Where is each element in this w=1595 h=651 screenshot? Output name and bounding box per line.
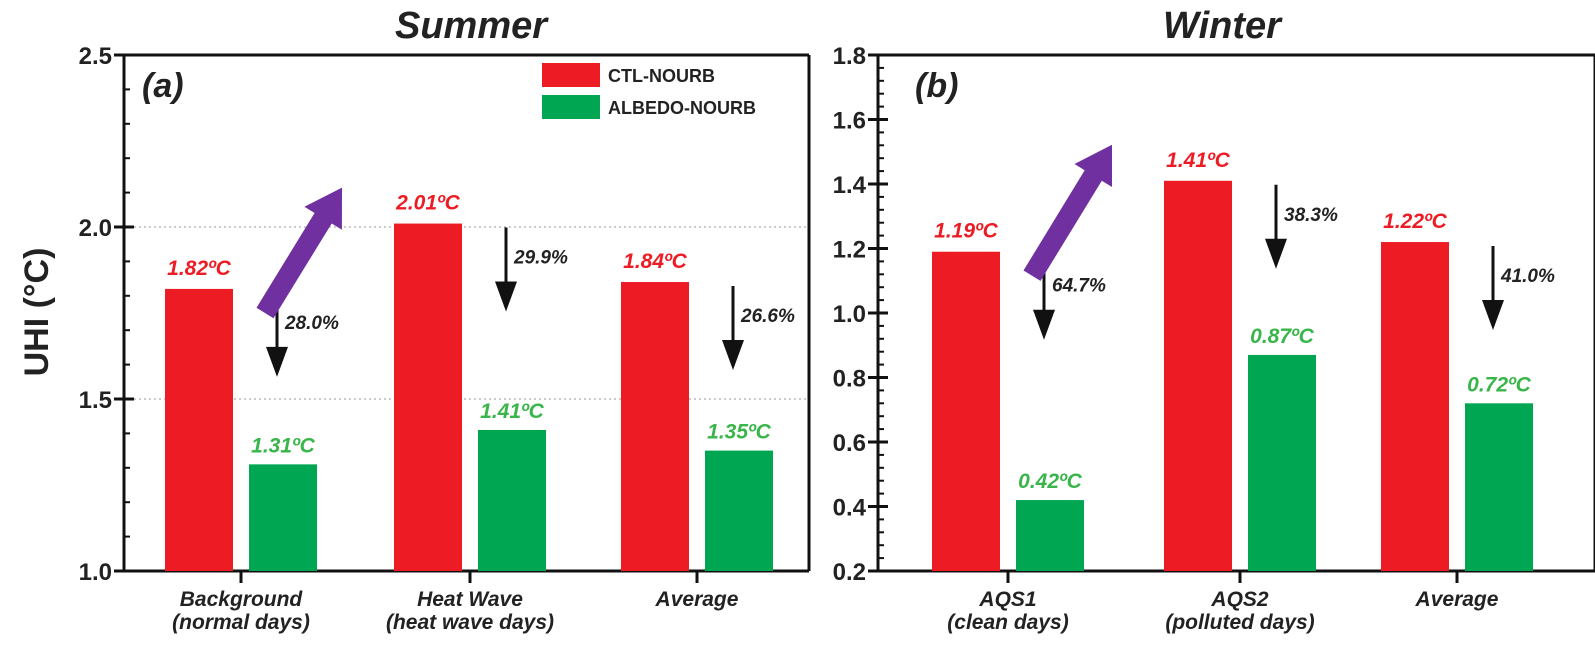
bar-albedo [1016,500,1084,571]
data-label-albedo: 1.31ºC [251,434,316,457]
x-tick-label: Average [655,588,739,611]
y-tick-label: 1.8 [833,43,866,70]
bar-albedo [705,450,773,571]
y-tick-label: 0.4 [833,495,867,522]
panel-letter-a: (a) [142,67,184,105]
bar-ctl [394,223,462,571]
reduction-arrow-head [266,346,288,377]
panel-winter: Winter (b) 0.2 0.4 0.6 0.8 1.0 1.2 1.4 1.6 1.8 1.… [833,5,1595,634]
data-label-ctl: 1.82ºC [167,257,232,280]
reduction-arrow-head [1033,309,1055,340]
trend-arrow [256,187,342,319]
data-label-ctl: 1.19ºC [934,220,999,243]
y-tick-label: 0.2 [833,559,866,586]
reduction-percent-label: 38.3% [1284,205,1338,226]
x-tick-label: (normal days) [172,611,310,634]
bar-ctl [932,251,1000,571]
bar-ctl [1381,242,1449,572]
bar-ctl [621,282,689,571]
reduction-percent-label: 29.9% [513,248,568,269]
panel-letter-b: (b) [915,67,958,105]
data-label-albedo: 0.42ºC [1018,470,1083,493]
x-tick-label: (clean days) [947,611,1068,634]
data-label-ctl: 1.22ºC [1383,210,1448,233]
data-label-ctl: 1.84ºC [623,250,688,273]
x-tick-label: Background [180,588,304,611]
x-tick-label: (heat wave days) [386,611,554,634]
bar-albedo [478,429,546,571]
x-tick-label: Heat Wave [417,588,523,611]
x-tick-label: AQS2 [1210,588,1269,611]
y-tick-label: 1.2 [833,237,866,264]
data-label-albedo: 1.35ºC [707,421,772,444]
y-tick-label: 1.0 [79,559,112,586]
legend-label-ctl: CTL-NOURB [608,66,715,86]
legend-label-albedo: ALBEDO-NOURB [608,98,756,118]
y-axis-label: UHI (°C) [18,248,56,377]
y-tick-label: 0.6 [833,430,866,457]
data-label-albedo: 1.41ºC [480,400,545,423]
bar-albedo [249,464,317,571]
data-label-albedo: 0.87ºC [1250,325,1315,348]
y-tick-label: 2.0 [79,215,112,242]
y-tick-label: 0.8 [833,366,866,393]
y-tick-label: 1.4 [833,172,867,199]
bar-albedo [1248,354,1316,571]
reduction-arrow-head [1482,300,1504,331]
bar-albedo [1465,403,1533,571]
reduction-percent-label: 26.6% [740,306,795,327]
legend: CTL-NOURB ALBEDO-NOURB [542,63,756,119]
reduction-percent-label: 64.7% [1052,276,1106,297]
y-tick-label: 1.5 [79,387,112,414]
x-tick-label: Average [1415,588,1499,611]
x-tick-label: AQS1 [978,588,1036,611]
x-tick-label: (polluted days) [1165,611,1314,634]
panel-summer: Summer (a) 1.0 1.5 2.0 2.5 1.82ºC 1.31ºC 28.0%… [79,5,811,634]
legend-swatch-ctl [542,63,600,87]
legend-swatch-albedo [542,95,600,119]
bar-ctl [1164,180,1232,571]
data-label-albedo: 0.72ºC [1467,373,1532,396]
trend-arrow [1023,144,1112,281]
reduction-percent-label: 41.0% [1500,266,1555,287]
y-tick-label: 1.0 [833,301,866,328]
data-label-ctl: 1.41ºC [1166,149,1231,172]
data-label-ctl: 2.01ºC [395,192,461,215]
y-tick-label: 1.6 [833,108,866,135]
panel-title-summer: Summer [395,5,549,47]
reduction-arrow-head [495,281,517,312]
reduction-arrow-head [1265,238,1287,269]
bar-ctl [165,288,233,571]
y-tick-label: 2.5 [79,43,112,70]
reduction-percent-label: 28.0% [284,313,339,334]
reduction-arrow-head [722,340,744,371]
panel-title-winter: Winter [1163,5,1283,47]
